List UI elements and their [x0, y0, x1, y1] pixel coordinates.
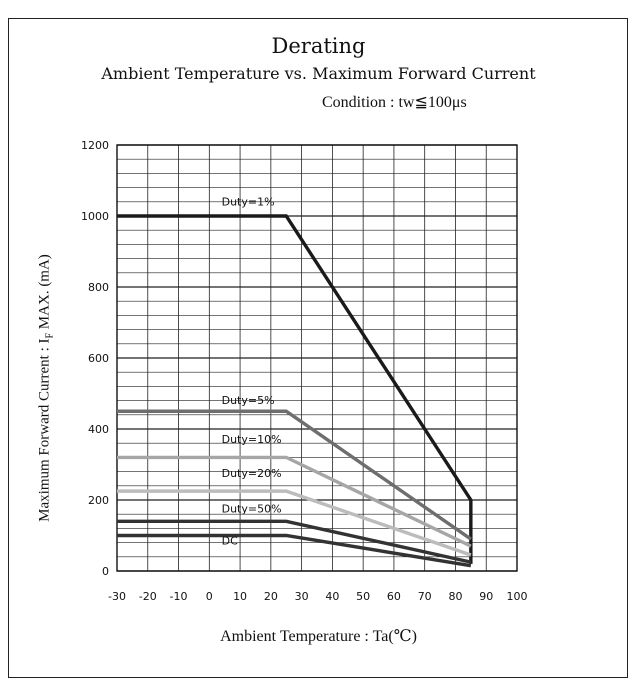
plot-border [116, 144, 518, 572]
x-tick-label: 10 [233, 590, 247, 603]
series-line [117, 519, 472, 564]
series-label: Duty=50% [222, 502, 282, 515]
x-axis-label: Ambient Temperature : Ta(℃) [220, 628, 417, 645]
x-tick-label: -20 [139, 590, 157, 603]
chart-subtitle: Ambient Temperature vs. Maximum Forward … [101, 64, 536, 83]
x-tick-label: -30 [108, 590, 126, 603]
series-label: Duty=1% [222, 195, 275, 208]
x-tick-label: 60 [387, 590, 401, 603]
x-tick-label: 70 [418, 590, 432, 603]
y-tick-label: 200 [88, 494, 109, 507]
series-label: Duty=5% [222, 394, 275, 407]
x-tick-label: 20 [264, 590, 278, 603]
x-tick-label: 80 [448, 590, 462, 603]
y-tick-label: 0 [102, 565, 109, 578]
chart-title: Derating [271, 34, 366, 58]
series-line [117, 533, 472, 568]
x-tick-label: -10 [170, 590, 188, 603]
x-tick-label: 0 [206, 590, 213, 603]
series-line [117, 409, 472, 541]
x-tick-label: 50 [356, 590, 370, 603]
series-label: Duty=20% [222, 467, 282, 480]
y-tick-label: 1200 [81, 139, 109, 152]
x-tick-label: 40 [325, 590, 339, 603]
x-tick-label: 90 [479, 590, 493, 603]
series-label: DC [222, 534, 238, 547]
series-label: Duty=10% [222, 433, 282, 446]
chart-condition: Condition : tw≦100μs [322, 94, 467, 111]
x-tick-label: 30 [295, 590, 309, 603]
y-tick-label: 600 [88, 352, 109, 365]
x-tick-label: 100 [507, 590, 528, 603]
y-tick-label: 400 [88, 423, 109, 436]
series-line [117, 214, 473, 564]
y-tick-label: 1000 [81, 210, 109, 223]
series-line [117, 455, 472, 548]
series-line [117, 489, 472, 557]
y-tick-label: 800 [88, 281, 109, 294]
